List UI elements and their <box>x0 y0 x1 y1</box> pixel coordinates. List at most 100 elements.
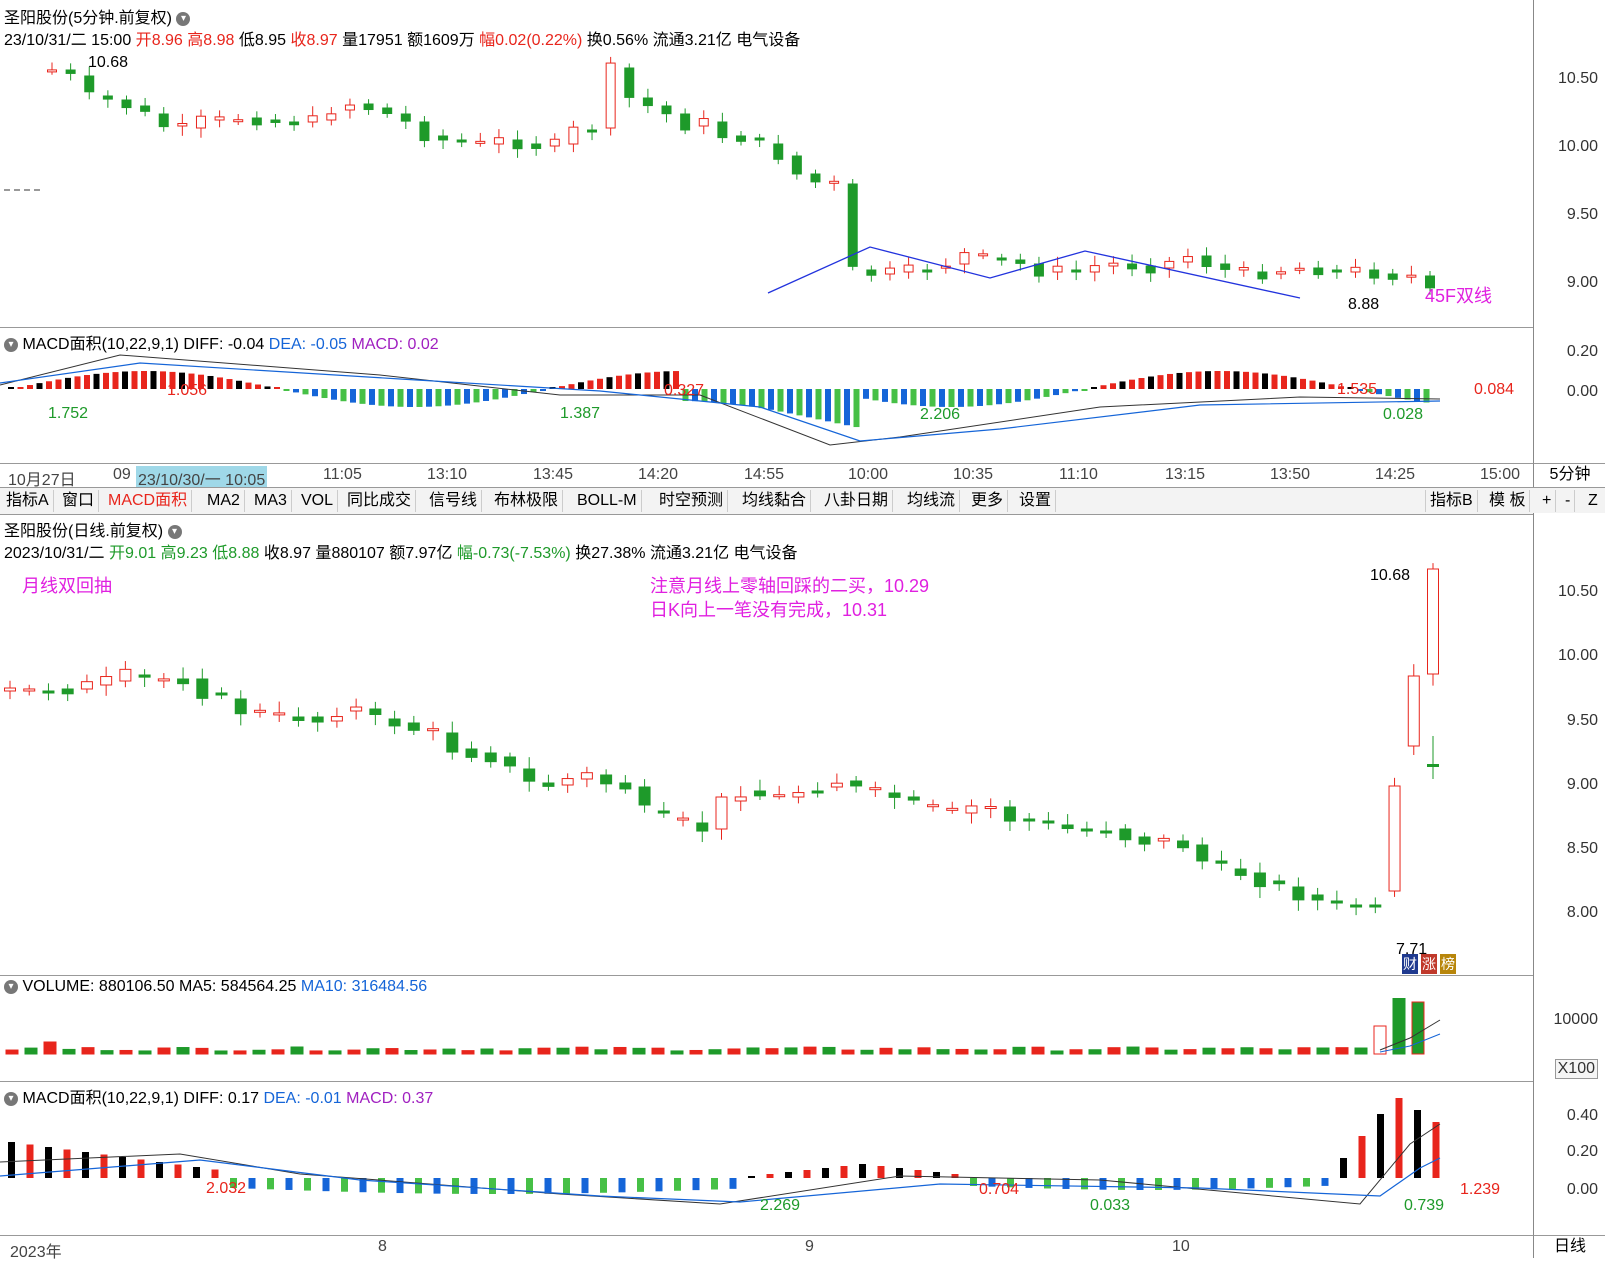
volume-ma5-line <box>1379 1019 1441 1051</box>
tab-template[interactable]: 模 板 <box>1485 490 1531 512</box>
chevron-down-icon[interactable]: ▾ <box>4 979 18 994</box>
tab-more[interactable]: 更多 <box>967 490 1009 512</box>
volume-ma10-line <box>1379 1033 1441 1053</box>
top-time-label: 15:00 <box>1480 466 1521 483</box>
chevron-down-icon[interactable]: ▾ <box>4 1091 18 1106</box>
tab-ma-flow[interactable]: 均线流 <box>903 490 961 512</box>
zoom-out-button[interactable]: - <box>1561 490 1576 512</box>
top-macd-bar <box>331 389 337 400</box>
top-macd-bar <box>1376 389 1382 395</box>
daily-candle <box>23 688 36 692</box>
finance-badge[interactable]: 财 <box>1402 954 1418 974</box>
top-macd-bar <box>1053 389 1059 396</box>
bottom-macd-bar <box>637 1178 644 1192</box>
top-macd-bar <box>891 389 898 404</box>
tab-settings[interactable]: 设置 <box>1015 490 1057 512</box>
volume-bar <box>385 1048 399 1055</box>
top-time-label: 13:10 <box>427 466 468 483</box>
top-macd-dea: DEA: -0.05 <box>268 336 348 353</box>
top-candle <box>1182 256 1193 263</box>
tab-boll-limit[interactable]: 布林极限 <box>490 490 564 512</box>
chevron-down-icon[interactable]: ▾ <box>176 11 191 26</box>
bottom-macd-bar <box>137 1159 145 1178</box>
tab-vol[interactable]: VOL <box>297 490 339 512</box>
bottom-axis-label: 10.00 <box>1557 647 1598 664</box>
tab-ma2[interactable]: MA2 <box>203 490 245 512</box>
bottom-macd-bar <box>230 1178 237 1188</box>
tab-ma3[interactable]: MA3 <box>250 490 292 512</box>
bottom-macd-chart <box>0 1098 1441 1205</box>
top-macd-bar <box>825 389 831 422</box>
top-high-label: 高 <box>187 32 204 49</box>
volume-unit-label[interactable]: X100 <box>1554 1059 1598 1079</box>
ranking-badge[interactable]: 榜 <box>1440 954 1456 974</box>
daily-candle <box>850 780 863 787</box>
volume-bar <box>955 1048 969 1055</box>
daily-candle <box>388 718 401 727</box>
top-candle <box>1257 271 1268 280</box>
tab-indicator-b[interactable]: 指标B <box>1425 490 1478 512</box>
bottom-candlestick-chart[interactable] <box>0 561 1533 956</box>
top-candle <box>419 121 430 142</box>
top-amt: 1609万 <box>423 32 475 49</box>
top-macd-bar <box>160 371 166 389</box>
bottom-macd-bar <box>766 1174 774 1178</box>
top-macd-bar <box>1338 386 1344 389</box>
top-candle <box>1015 259 1026 264</box>
top-macd-bar <box>863 389 869 399</box>
bottom-float: 流通3.21亿 <box>649 545 730 562</box>
top-macd-bar <box>217 377 223 389</box>
bottom-macd-bar <box>914 1170 922 1178</box>
bottom-macd-bar <box>581 1178 589 1194</box>
bottom-price-axis: 10.50 10.00 9.50 9.00 8.50 8.00 <box>1533 513 1605 975</box>
daily-candle <box>1234 868 1247 876</box>
indicator-toolbar: 指标A 窗口 MACD面积 MA2 MA3 VOL 同比成交 信号线 布林极限 … <box>0 487 1605 515</box>
volume-bar <box>1202 1047 1216 1055</box>
top-candle <box>661 105 672 115</box>
top-macd-bar <box>150 371 157 389</box>
bottom-macd-bar <box>433 1178 441 1194</box>
volume-bar <box>993 1049 1007 1055</box>
tab-bagua-date[interactable]: 八卦日期 <box>820 490 894 512</box>
limit-up-badge[interactable]: 涨 <box>1421 954 1437 974</box>
tab-indicator-a[interactable]: 指标A <box>2 490 54 512</box>
tab-signal-line[interactable]: 信号线 <box>425 490 483 512</box>
top-candle <box>959 252 970 265</box>
bottom-low-label: 7.71 <box>1396 941 1428 958</box>
top-vol-label: 量 <box>342 32 359 49</box>
bottom-macd-bar <box>711 1178 718 1190</box>
bottom-macd-bar <box>1210 1178 1218 1190</box>
tab-yoy-volume[interactable]: 同比成交 <box>343 490 417 512</box>
z-button[interactable]: Z <box>1588 492 1598 509</box>
zoom-in-button[interactable]: + <box>1538 490 1557 512</box>
bottom-macd-bar <box>396 1178 404 1194</box>
top-macd-bar <box>787 389 793 414</box>
top-macd-bar <box>46 381 52 389</box>
top-candle <box>400 113 411 122</box>
tab-ma-stick[interactable]: 均线黏合 <box>738 490 812 512</box>
tab-macd-area[interactable]: MACD面积 <box>104 490 193 512</box>
volume-bar <box>423 1049 437 1055</box>
tab-window[interactable]: 窗口 <box>58 490 100 512</box>
tab-boll-m[interactable]: BOLL-M <box>573 490 642 512</box>
daily-candle <box>1292 886 1305 901</box>
top-macd-bar <box>796 389 803 416</box>
chevron-down-icon[interactable]: ▾ <box>4 337 18 352</box>
chevron-down-icon[interactable]: ▾ <box>167 524 182 539</box>
volume-header: ▾ VOLUME: 880106.50 MA5: 584564.25 MA10:… <box>4 978 427 996</box>
daily-candle <box>1427 568 1439 675</box>
top-period-label[interactable]: 5分钟 <box>1533 463 1605 488</box>
volume-bar <box>1278 1049 1292 1055</box>
top-candlestick-chart[interactable] <box>0 48 1533 323</box>
volume-bar <box>1392 998 1406 1055</box>
daily-candle <box>42 690 55 694</box>
bottom-period-label[interactable]: 日线 <box>1533 1235 1605 1258</box>
top-candle <box>810 173 821 183</box>
volume-bar <box>1316 1047 1330 1055</box>
tab-time-forecast[interactable]: 时空预测 <box>655 490 729 512</box>
bottom-macd-bar <box>1007 1178 1014 1188</box>
volume-bar <box>1354 1047 1368 1055</box>
top-chart-title-row: 圣阳股份(5分钟.前复权) ▾ <box>4 4 191 28</box>
top-candle <box>754 137 765 141</box>
daily-candle <box>1023 818 1036 822</box>
